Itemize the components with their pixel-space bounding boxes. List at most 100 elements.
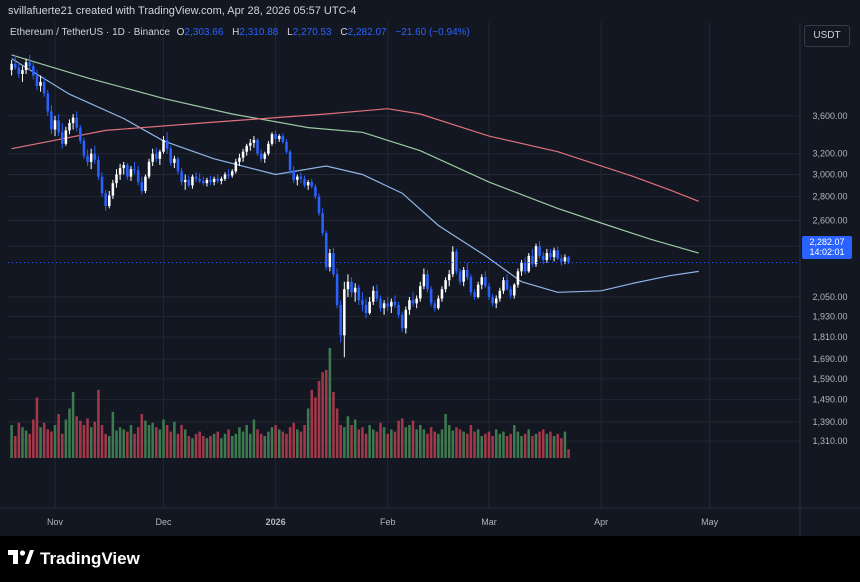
brand-name: TradingView (40, 549, 140, 568)
volume-bar (473, 431, 476, 458)
bar-countdown: 14:02:01 (809, 247, 845, 257)
volume-bar (176, 433, 180, 458)
quote-currency-button[interactable]: USDT (804, 25, 850, 47)
volume-bar (306, 408, 310, 458)
price-tick-label: 1,810.00 (812, 332, 847, 342)
attribution-bar: svillafuerte21 created with TradingView.… (0, 0, 860, 22)
volume-bar (270, 427, 274, 458)
volume-bar (155, 427, 158, 458)
volume-bar (556, 433, 559, 458)
candle-body (151, 153, 154, 162)
candle-body (277, 136, 281, 139)
volume-bar (534, 433, 538, 458)
volume-bar (252, 419, 256, 458)
volume-bar (241, 431, 245, 458)
volume-bar (277, 429, 281, 458)
candle-body (317, 196, 321, 214)
candle-body (107, 195, 111, 207)
price-tick-label: 1,930.00 (812, 311, 847, 321)
candle-body (303, 178, 306, 186)
volume-bar (491, 436, 494, 458)
volume-bar (538, 431, 541, 458)
candle-body (71, 117, 75, 124)
candle-body (21, 70, 24, 74)
last-price-tag: 2,282.07 14:02:01 (802, 236, 852, 259)
attribution-text: svillafuerte21 created with TradingView.… (8, 5, 357, 17)
candle-body (183, 179, 187, 183)
candle-body (256, 139, 259, 154)
volume-bar (187, 436, 191, 458)
volume-bar (144, 420, 147, 458)
candle-body (205, 179, 209, 184)
volume-bar (89, 427, 93, 458)
high-value: 2,310.88 (239, 27, 279, 38)
candle-body (393, 301, 397, 305)
volume-bar (10, 425, 13, 458)
volume-bar (216, 431, 220, 458)
volume-bar (531, 436, 534, 458)
volume-bar (513, 425, 516, 458)
candle-body (111, 183, 115, 196)
candle-body (53, 120, 57, 130)
chart-area[interactable]: 3,600.00 3,200.00 3,000.00 2,800.00 2,600.00… (0, 22, 860, 536)
volume-bar (368, 425, 371, 458)
tradingview-brand[interactable]: TradingView (8, 549, 140, 569)
candle-body (513, 284, 516, 296)
volume-bar (361, 427, 364, 458)
moving-average-line (11, 108, 699, 202)
candle-body (534, 246, 538, 265)
volume-bar (245, 425, 248, 458)
volume-bar (288, 427, 292, 458)
candle-body (382, 303, 386, 309)
price-tick-label: 3,000.00 (812, 169, 847, 179)
volume-bar (541, 429, 545, 458)
candle-body (64, 130, 68, 144)
candle-body (285, 141, 288, 152)
volume-bar (79, 420, 82, 458)
candle-body (411, 300, 415, 304)
candle-body (270, 134, 274, 144)
candle-body (560, 258, 563, 262)
candle-body (155, 153, 158, 159)
volume-bar (13, 436, 17, 458)
candle-body (473, 292, 476, 297)
volume-bar (353, 419, 357, 458)
candle-body (39, 81, 42, 86)
candle-body (426, 274, 429, 290)
candle-body (343, 289, 346, 336)
volume-bar (444, 414, 447, 458)
change-value: −21.60 (−0.94%) (395, 27, 470, 38)
price-chart[interactable]: 3,600.00 3,200.00 3,000.00 2,800.00 2,600.00… (0, 22, 860, 536)
volume-bar (408, 425, 411, 458)
volume-bar (393, 431, 397, 458)
candle-body (133, 169, 136, 171)
candle-body (191, 176, 194, 186)
price-tick-label: 3,600.00 (812, 111, 847, 121)
volume-bar (462, 431, 465, 458)
candle-body (241, 151, 245, 158)
volume-bar (498, 433, 502, 458)
candle-body (245, 145, 248, 152)
volume-bar (158, 429, 162, 458)
volume-bar (296, 429, 299, 458)
candle-body (220, 178, 223, 181)
candle-body (494, 298, 498, 304)
volume-bar (520, 436, 523, 458)
volume-bar (151, 422, 154, 458)
candle-body (458, 271, 462, 282)
volume-bar (46, 429, 50, 458)
price-tick-label: 2,600.00 (812, 216, 847, 226)
volume-bar (404, 427, 408, 458)
candle-body (187, 179, 191, 186)
candle-body (46, 93, 50, 112)
volume-bar (480, 436, 484, 458)
volume-bar (523, 433, 527, 458)
volume-bar (173, 421, 176, 458)
volume-bar (285, 433, 288, 458)
volume-bar (97, 389, 100, 458)
volume-bar (71, 392, 75, 458)
candle-body (129, 169, 133, 177)
volume-bar (82, 425, 86, 458)
time-tick-label: Dec (155, 517, 172, 527)
volume-bar (415, 429, 418, 458)
